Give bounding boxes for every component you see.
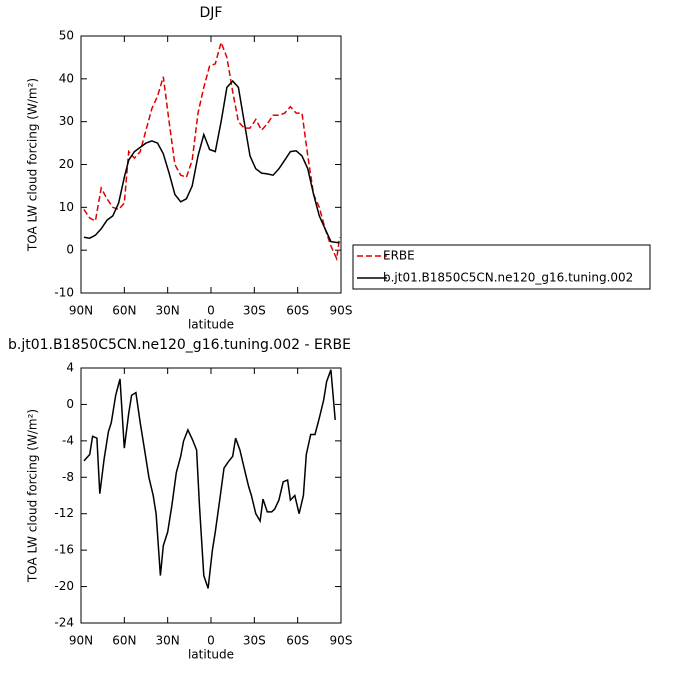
- legend-box: [352, 244, 651, 290]
- legend-label: ERBE: [383, 249, 415, 263]
- x-axis-label: latitude: [188, 648, 234, 662]
- x-tick-label: 60N: [112, 304, 136, 318]
- x-tick-label: 0: [207, 634, 215, 648]
- y-tick-label: 0: [66, 243, 74, 257]
- y-tick-label: -10: [54, 286, 74, 300]
- data-line: [83, 79, 340, 244]
- y-tick-label: 50: [59, 29, 74, 43]
- x-tick-label: 60S: [286, 304, 309, 318]
- y-tick-label: -16: [54, 543, 74, 557]
- legend-label: b.jt01.B1850C5CN.ne120_g16.tuning.002: [383, 271, 633, 285]
- y-tick-label: -4: [62, 433, 74, 447]
- x-tick-label: 90S: [330, 304, 353, 318]
- y-tick-label: -24: [54, 616, 74, 630]
- x-axis-label: latitude: [188, 318, 234, 332]
- x-tick-label: 90N: [69, 304, 93, 318]
- y-tick-label: 20: [59, 157, 74, 171]
- y-tick-label: 4: [66, 361, 74, 375]
- y-tick-label: 40: [59, 71, 74, 85]
- x-tick-label: 60S: [286, 634, 309, 648]
- data-line: [83, 369, 336, 589]
- y-tick-label: 0: [66, 397, 74, 411]
- x-tick-label: 90N: [69, 634, 93, 648]
- y-axis-label: TOA LW cloud forcing (W/m²): [26, 409, 40, 583]
- y-tick-label: 10: [59, 200, 74, 214]
- plot-frame: [80, 35, 342, 294]
- x-tick-label: 0: [207, 304, 215, 318]
- y-axis-label: TOA LW cloud forcing (W/m²): [26, 78, 40, 252]
- x-tick-label: 60N: [112, 634, 136, 648]
- x-tick-label: 90S: [330, 634, 353, 648]
- y-tick-label: -12: [54, 506, 74, 520]
- plot-frame: [80, 367, 342, 624]
- x-tick-label: 30N: [156, 634, 180, 648]
- chart-title: DJF: [200, 5, 223, 21]
- x-tick-label: 30S: [243, 304, 266, 318]
- x-tick-label: 30N: [156, 304, 180, 318]
- y-tick-label: 30: [59, 114, 74, 128]
- y-tick-label: -8: [62, 470, 74, 484]
- chart-title: b.jt01.B1850C5CN.ne120_g16.tuning.002 - …: [8, 337, 351, 353]
- x-tick-label: 30S: [243, 634, 266, 648]
- y-tick-label: -20: [54, 579, 74, 593]
- data-line: [83, 39, 341, 262]
